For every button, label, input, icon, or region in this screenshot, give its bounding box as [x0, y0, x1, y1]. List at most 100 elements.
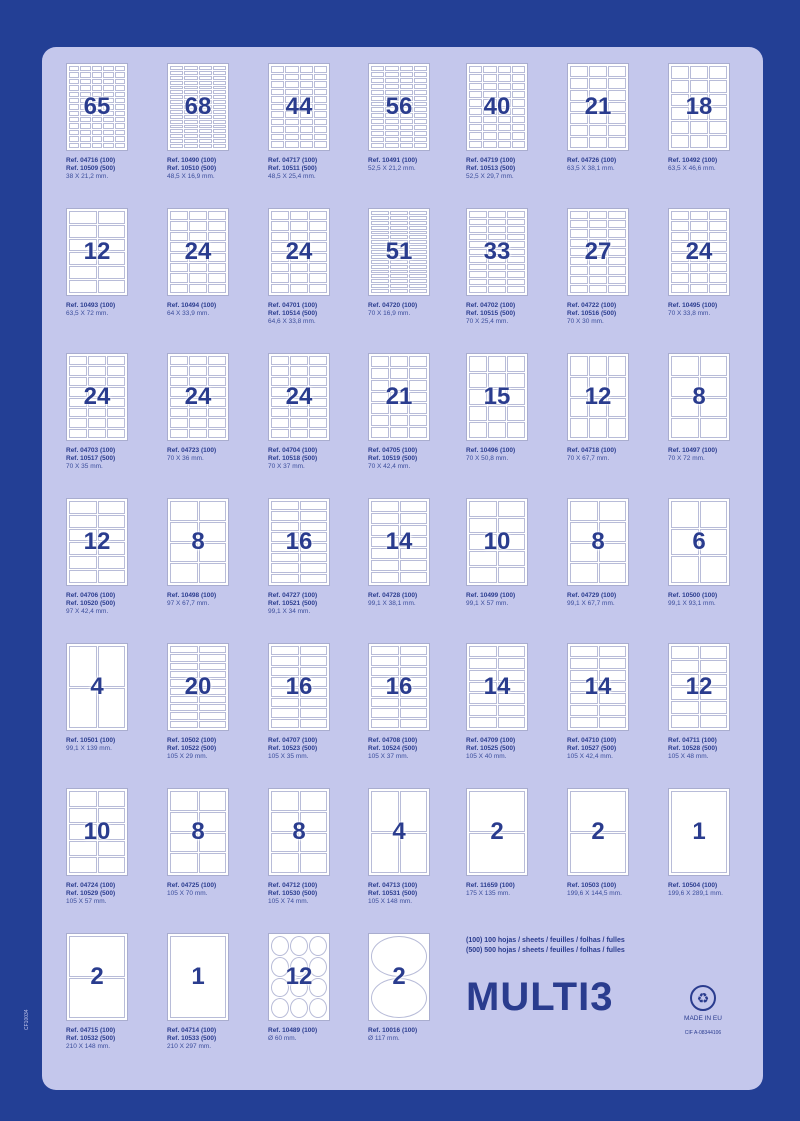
ref-code: Ref. 10492 (100) [668, 157, 718, 164]
label-cell [189, 387, 207, 397]
label-cell [91, 66, 103, 72]
label-cell [69, 528, 97, 542]
sheet-thumbnail [668, 643, 730, 731]
label-cell [371, 646, 399, 656]
label-cell [290, 998, 308, 1018]
sheet-thumbnail [268, 498, 330, 586]
label-cell [671, 211, 689, 221]
label-cell [399, 718, 427, 728]
label-cell [170, 712, 198, 720]
label-cell [285, 141, 299, 148]
label-cell [371, 289, 389, 293]
label-cell [589, 220, 607, 229]
label-cell [114, 85, 125, 91]
label-cell [69, 91, 80, 97]
label-cell [385, 89, 399, 95]
label-cell [608, 101, 626, 113]
label-cell [671, 242, 689, 252]
label-product: 27 Ref. 04722 (100) Ref. 10516 (500) 70 X 3… [567, 208, 657, 348]
label-cell [91, 97, 103, 104]
ref-code: Ref. 04726 (100) [567, 157, 617, 164]
label-cell [170, 563, 198, 583]
label-cell [390, 225, 408, 230]
label-cell [189, 407, 207, 418]
label-cell [690, 121, 708, 135]
label-cell [608, 211, 626, 220]
label-cell [184, 80, 198, 85]
label-cell [570, 681, 598, 693]
label-cell [170, 85, 184, 90]
label-cell [598, 669, 626, 681]
label-cell [488, 263, 506, 271]
label-cell [271, 563, 299, 573]
label-product: 8 Ref. 10497 (100) 70 X 72 mm. [668, 353, 758, 493]
label-cell [671, 791, 727, 873]
product-caption: Ref. 10504 (100) 199,6 X 289,1 mm. [668, 882, 723, 898]
label-cell [469, 233, 487, 241]
labels-per-sheet: 8 [591, 528, 605, 555]
label-cell [208, 356, 226, 366]
label-size: 70 X 25,4 mm. [466, 318, 509, 325]
label-cell [208, 211, 226, 221]
label-cell [511, 90, 525, 99]
label-cell [170, 428, 188, 438]
label-cell [170, 418, 188, 428]
label-cell [699, 673, 727, 687]
sheet-thumbnail [167, 643, 229, 731]
label-cell [371, 83, 385, 89]
label-cell [69, 857, 97, 873]
label-cell [114, 72, 125, 78]
label-cell [290, 376, 308, 387]
product-caption: Ref. 10489 (100) Ø 60 mm. [268, 1027, 317, 1043]
label-cell [690, 135, 708, 148]
label-cell [497, 646, 525, 657]
ref-code: Ref. 04723 (100) [167, 447, 217, 454]
label-cell [399, 536, 427, 548]
label-product: 24 Ref. 04701 (100) Ref. 10514 (500) 64,6 X… [268, 208, 358, 348]
label-cell [299, 126, 313, 133]
label-size: 99,1 X 38,1 mm. [368, 600, 416, 607]
sheet-thumbnail [368, 353, 430, 441]
ref-code: Ref. 10493 (100) [66, 302, 116, 309]
label-cell [511, 115, 525, 124]
label-cell [399, 131, 413, 137]
label-product: 2 Ref. 10016 (100) Ø 117 mm. [368, 933, 458, 1073]
label-cell [309, 242, 327, 252]
label-cell [97, 570, 125, 583]
label-cell [69, 376, 87, 387]
label-cell [385, 125, 399, 131]
label-cell [570, 657, 598, 669]
label-cell [299, 521, 327, 532]
label-cell [690, 79, 708, 93]
label-cell [608, 257, 626, 266]
sheet-thumbnail [268, 788, 330, 876]
label-cell [271, 283, 289, 293]
label-size: 97 X 42,4 mm. [66, 608, 109, 615]
label-cell [212, 139, 226, 144]
label-cell [271, 697, 299, 708]
label-cell [399, 687, 427, 697]
label-cell [69, 418, 87, 428]
label-product: 51 Ref. 04720 (100) 70 X 16,9 mm. [368, 208, 458, 348]
label-cell [385, 143, 399, 148]
label-cell [114, 97, 125, 104]
label-cell [299, 708, 327, 718]
label-product: 14 Ref. 04710 (100) Ref. 10527 (500) 105 X … [567, 643, 657, 783]
product-caption: Ref. 04707 (100) Ref. 10523 (500) 105 X 35… [268, 737, 317, 761]
label-cell [371, 113, 385, 119]
label-cell [469, 832, 525, 873]
label-cell [189, 428, 207, 438]
label-cell [469, 74, 483, 82]
ref-code: Ref. 10531 (500) [368, 890, 418, 897]
label-cell [608, 284, 626, 293]
labels-per-sheet: 12 [584, 383, 612, 410]
label-cell [80, 104, 91, 110]
label-size: 199,6 X 289,1 mm. [668, 890, 723, 897]
sheet-thumbnail [466, 788, 528, 876]
label-cell [399, 572, 427, 583]
label-cell [271, 646, 299, 656]
label-cell [511, 140, 525, 148]
label-cell [390, 379, 408, 391]
label-cell [690, 221, 708, 231]
label-cell [208, 273, 226, 283]
